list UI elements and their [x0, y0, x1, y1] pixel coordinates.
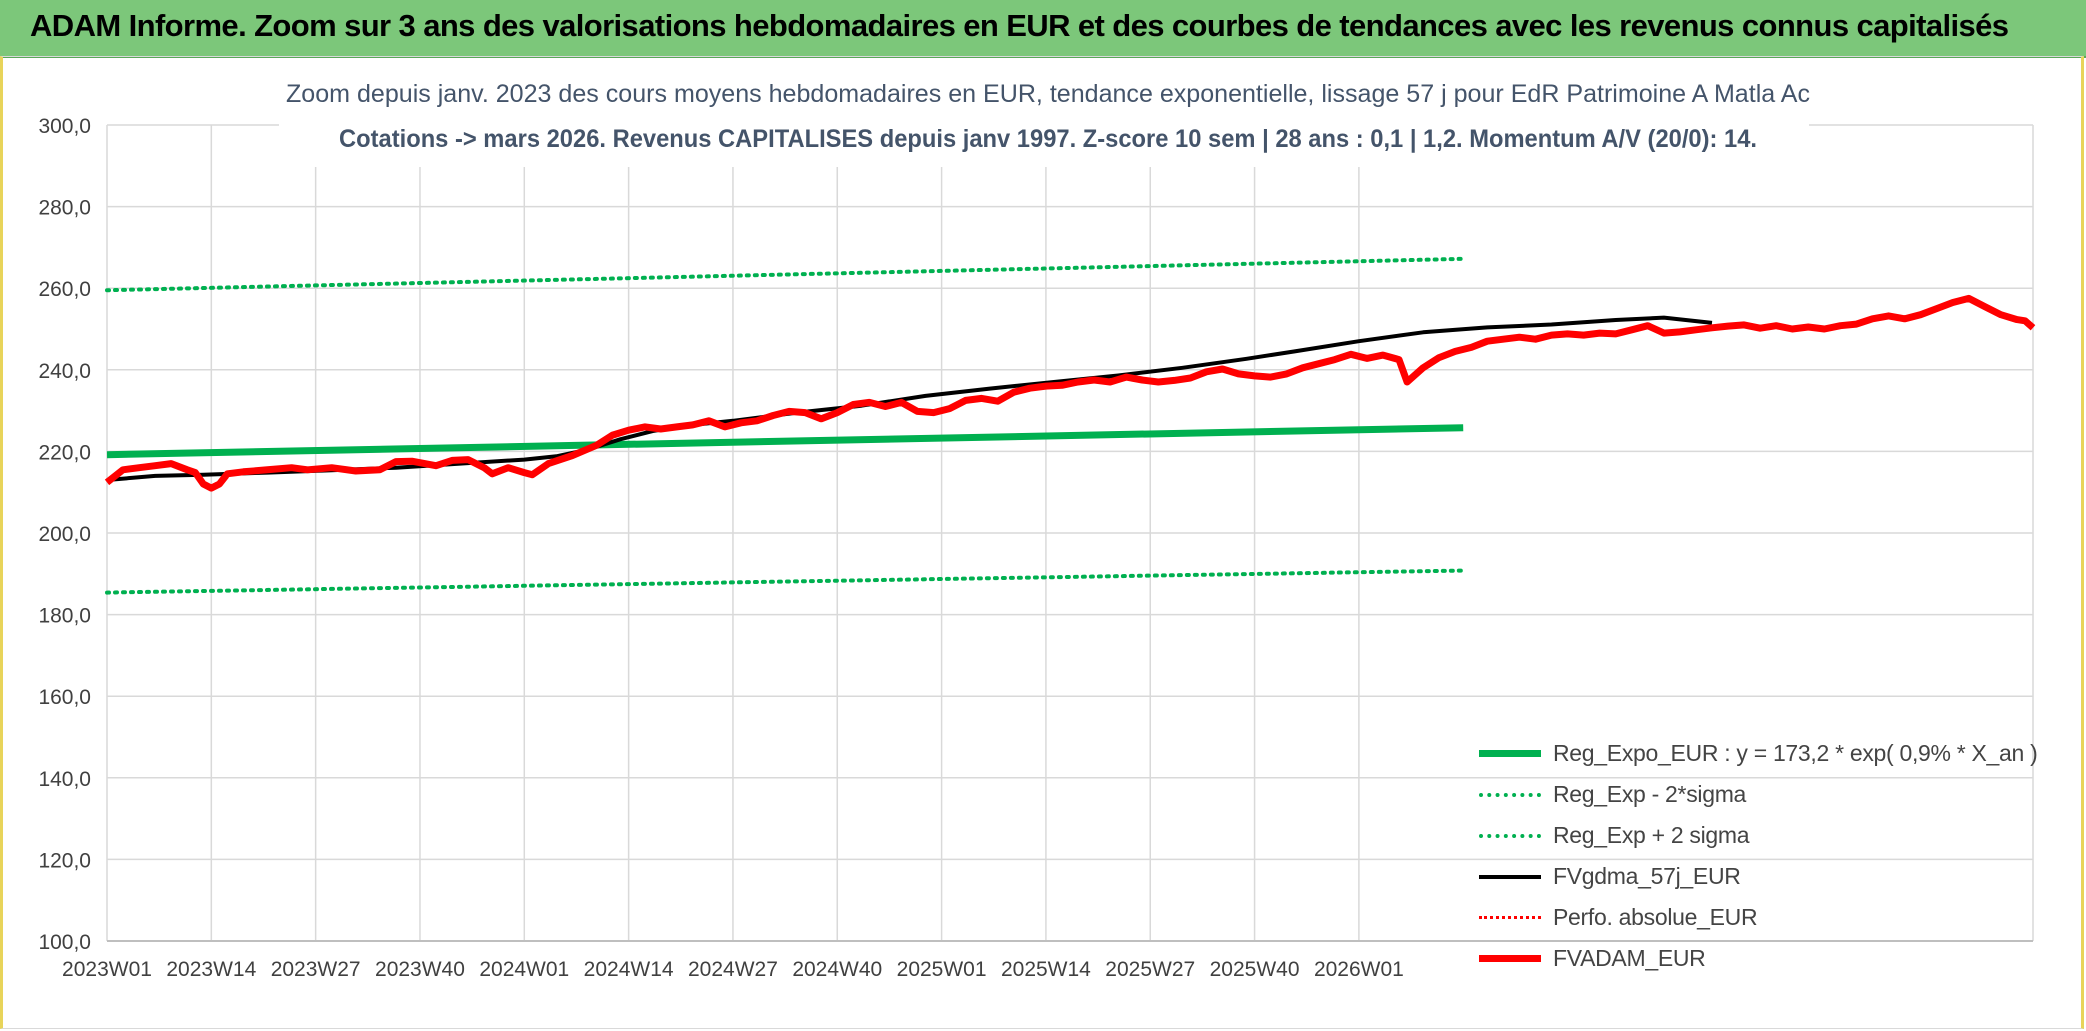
legend-label: FVgdma_57j_EUR — [1553, 863, 1741, 889]
y-tick-label: 280,0 — [38, 197, 91, 220]
chart-title: Zoom depuis janv. 2023 des cours moyens … — [286, 80, 1810, 108]
chart-titles: Zoom depuis janv. 2023 des cours moyens … — [279, 75, 1810, 167]
x-tick-label: 2024W14 — [584, 958, 674, 981]
y-tick-label: 300,0 — [38, 115, 91, 138]
y-tick-label: 180,0 — [38, 605, 91, 628]
x-tick-label: 2024W40 — [792, 958, 882, 981]
legend-swatch — [1479, 916, 1541, 919]
legend-label: Reg_Exp + 2 sigma — [1553, 822, 1750, 848]
series-line-1 — [105, 568, 1466, 595]
legend-item-fvadam[interactable]: FVADAM_EUR — [1479, 938, 2037, 979]
x-tick-label: 2025W27 — [1105, 958, 1195, 981]
x-tick-label: 2025W40 — [1210, 958, 1300, 981]
x-tick-label: 2023W01 — [62, 958, 152, 981]
legend-swatch — [1479, 955, 1541, 962]
x-tick-label: 2023W14 — [166, 958, 256, 981]
legend-item-reg-exp-plus[interactable]: Reg_Exp + 2 sigma — [1479, 815, 2037, 856]
y-tick-label: 240,0 — [38, 360, 91, 383]
legend-swatch — [1479, 750, 1541, 757]
y-tick-label: 220,0 — [38, 441, 91, 464]
legend-label: Reg_Exp - 2*sigma — [1553, 781, 1747, 807]
legend-label: FVADAM_EUR — [1553, 945, 1706, 971]
series-line-2 — [105, 256, 1466, 293]
y-tick-label: 120,0 — [38, 849, 91, 872]
title-background — [279, 75, 1809, 167]
chart-series — [104, 256, 2036, 595]
series-line-0 — [106, 424, 1464, 459]
x-tick-label: 2024W27 — [688, 958, 778, 981]
series-line-3 — [106, 315, 1713, 482]
series-line-5 — [104, 294, 2036, 492]
x-tick-label: 2023W40 — [375, 958, 465, 981]
x-tick-label: 2025W01 — [897, 958, 987, 981]
legend-item-reg-exp-minus[interactable]: Reg_Exp - 2*sigma — [1479, 774, 2037, 815]
y-tick-label: 140,0 — [38, 768, 91, 791]
x-tick-label: 2026W01 — [1314, 958, 1404, 981]
line-chart: 300,0 280,0 260,0 240,0 220,0 200,0 180,0 160,0… — [38, 75, 2036, 981]
report-title: ADAM Informe. Zoom sur 3 ans des valoris… — [30, 8, 2009, 43]
legend-swatch — [1479, 833, 1541, 838]
y-tick-label: 200,0 — [38, 523, 91, 546]
x-tick-label: 2025W14 — [1001, 958, 1091, 981]
x-tick-label: 2024W01 — [479, 958, 569, 981]
legend-swatch — [1479, 874, 1541, 879]
x-tick-label: 2023W27 — [271, 958, 361, 981]
y-axis: 300,0 280,0 260,0 240,0 220,0 200,0 180,0 160,0… — [38, 115, 91, 954]
legend-item-perfo-absolue[interactable]: Perfo. absolue_EUR — [1479, 897, 2037, 938]
chart-legend: Reg_Expo_EUR : y = 173,2 * exp( 0,9% * X… — [1479, 733, 2038, 979]
legend-label: Reg_Expo_EUR : y = 173,2 * exp( 0,9% * X… — [1553, 740, 2038, 766]
y-tick-label: 160,0 — [38, 686, 91, 709]
y-tick-label: 260,0 — [38, 278, 91, 301]
legend-swatch — [1479, 792, 1541, 797]
chart-subtitle: Cotations -> mars 2026. Revenus CAPITALI… — [339, 125, 1757, 153]
legend-item-reg-expo[interactable]: Reg_Expo_EUR : y = 173,2 * exp( 0,9% * X… — [1479, 733, 2038, 774]
legend-label: Perfo. absolue_EUR — [1553, 904, 1758, 930]
x-axis: 2023W01 2023W14 2023W27 2023W40 2024W01 2024W… — [62, 940, 2033, 981]
report-banner: ADAM Informe. Zoom sur 3 ans des valoris… — [0, 0, 2086, 58]
y-tick-label: 100,0 — [38, 931, 91, 954]
legend-item-fvgdma[interactable]: FVgdma_57j_EUR — [1479, 856, 2037, 897]
chart-frame: 300,0 280,0 260,0 240,0 220,0 200,0 180,0 160,0… — [0, 56, 2084, 1029]
